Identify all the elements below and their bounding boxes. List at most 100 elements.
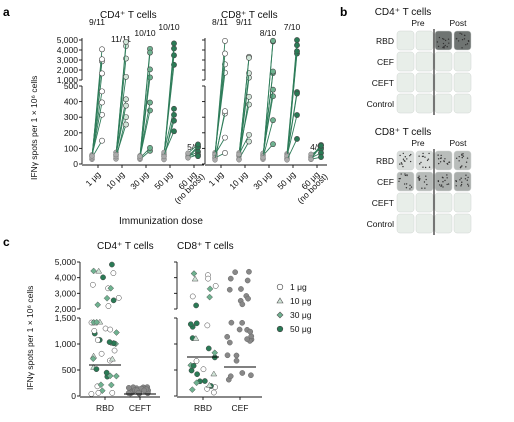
spot — [448, 42, 450, 44]
x-tick-label: 50 μg — [275, 169, 297, 191]
data-point — [106, 372, 114, 380]
pre-point — [161, 153, 167, 160]
elispot-title: CD4⁺ T cells — [375, 7, 432, 18]
panel-label-a: a — [3, 5, 10, 19]
spot — [444, 179, 446, 182]
data-point — [108, 355, 116, 362]
elispot-well — [396, 213, 415, 234]
spot — [409, 160, 412, 163]
paired-line — [115, 105, 127, 155]
data-point — [193, 320, 200, 327]
data-point — [102, 325, 109, 332]
post-point — [270, 86, 276, 93]
spot — [421, 155, 424, 158]
spot — [402, 158, 405, 160]
pre-point — [236, 151, 242, 157]
data-point — [205, 345, 212, 352]
post-point — [318, 142, 324, 149]
post-point — [222, 108, 228, 115]
elispot-well — [396, 30, 415, 51]
post-point — [123, 102, 129, 109]
elispot-well — [396, 150, 415, 171]
data-point — [233, 352, 240, 359]
data-point — [205, 381, 213, 388]
spot — [418, 175, 420, 177]
elispot-well — [415, 72, 434, 93]
post-point — [123, 96, 129, 103]
data-point — [224, 333, 231, 340]
data-point — [88, 391, 95, 397]
post-point — [246, 131, 252, 138]
pre-point — [236, 157, 242, 163]
elispot-well — [453, 192, 472, 213]
paired-line — [286, 114, 298, 157]
spot — [398, 177, 400, 180]
response-ratio: 4/9 — [310, 142, 322, 152]
spot — [418, 179, 421, 181]
data-point — [245, 295, 251, 302]
spot — [460, 177, 462, 179]
spot — [403, 183, 406, 185]
elispot-well — [434, 213, 453, 234]
spot — [447, 163, 449, 165]
data-point — [202, 378, 208, 384]
spot — [402, 152, 404, 155]
spot — [398, 180, 400, 183]
spot — [455, 185, 457, 187]
spot — [437, 158, 440, 160]
y-tick-label: 1,500 — [55, 313, 77, 323]
y-tick-label: 4,000 — [57, 45, 79, 55]
response-ratio: 7/10 — [284, 22, 301, 32]
data-point — [100, 274, 106, 281]
spot — [461, 33, 463, 35]
y-tick-label: 4,000 — [55, 273, 77, 283]
elispot-well — [415, 51, 434, 72]
spot — [400, 162, 403, 164]
data-point — [193, 379, 200, 387]
spot — [424, 156, 426, 158]
post-point — [246, 138, 252, 145]
y-tick-label: 400 — [64, 97, 78, 107]
spot — [404, 173, 406, 175]
x-tick-label: CEFT — [129, 403, 151, 413]
spot — [467, 183, 469, 186]
post-point — [222, 134, 228, 141]
spot — [426, 183, 428, 186]
paired-line — [214, 53, 226, 158]
spot — [464, 178, 467, 180]
post-point — [147, 144, 153, 151]
data-point — [232, 269, 239, 276]
spot — [442, 181, 444, 183]
data-point — [98, 387, 106, 395]
panel-c-legend: 1 μg 10 μg 30 μg 50 μg — [276, 282, 312, 334]
post-point — [171, 117, 177, 124]
spot — [437, 45, 440, 48]
paired-line — [238, 96, 250, 160]
col-label-post: Post — [449, 138, 467, 148]
spot — [404, 174, 407, 177]
data-point — [187, 321, 194, 328]
paired-line — [115, 76, 127, 153]
data-point — [97, 381, 105, 389]
post-point — [99, 46, 105, 53]
paired-line — [163, 43, 175, 157]
pre-point — [284, 157, 290, 163]
spot — [466, 157, 469, 159]
post-point — [294, 112, 300, 118]
spot — [442, 42, 445, 45]
spot — [466, 179, 468, 181]
post-point — [147, 49, 153, 56]
post-point — [270, 68, 276, 75]
data-point — [224, 352, 231, 359]
spot — [421, 187, 423, 189]
response-ratio: 8/10 — [260, 28, 277, 38]
data-point — [93, 318, 101, 326]
data-point — [227, 275, 234, 282]
post-point — [99, 70, 105, 77]
spot — [442, 46, 444, 49]
x-tick-label: RBD — [194, 403, 212, 413]
pre-point — [185, 155, 191, 161]
post-point — [318, 154, 324, 160]
data-point — [239, 370, 246, 376]
